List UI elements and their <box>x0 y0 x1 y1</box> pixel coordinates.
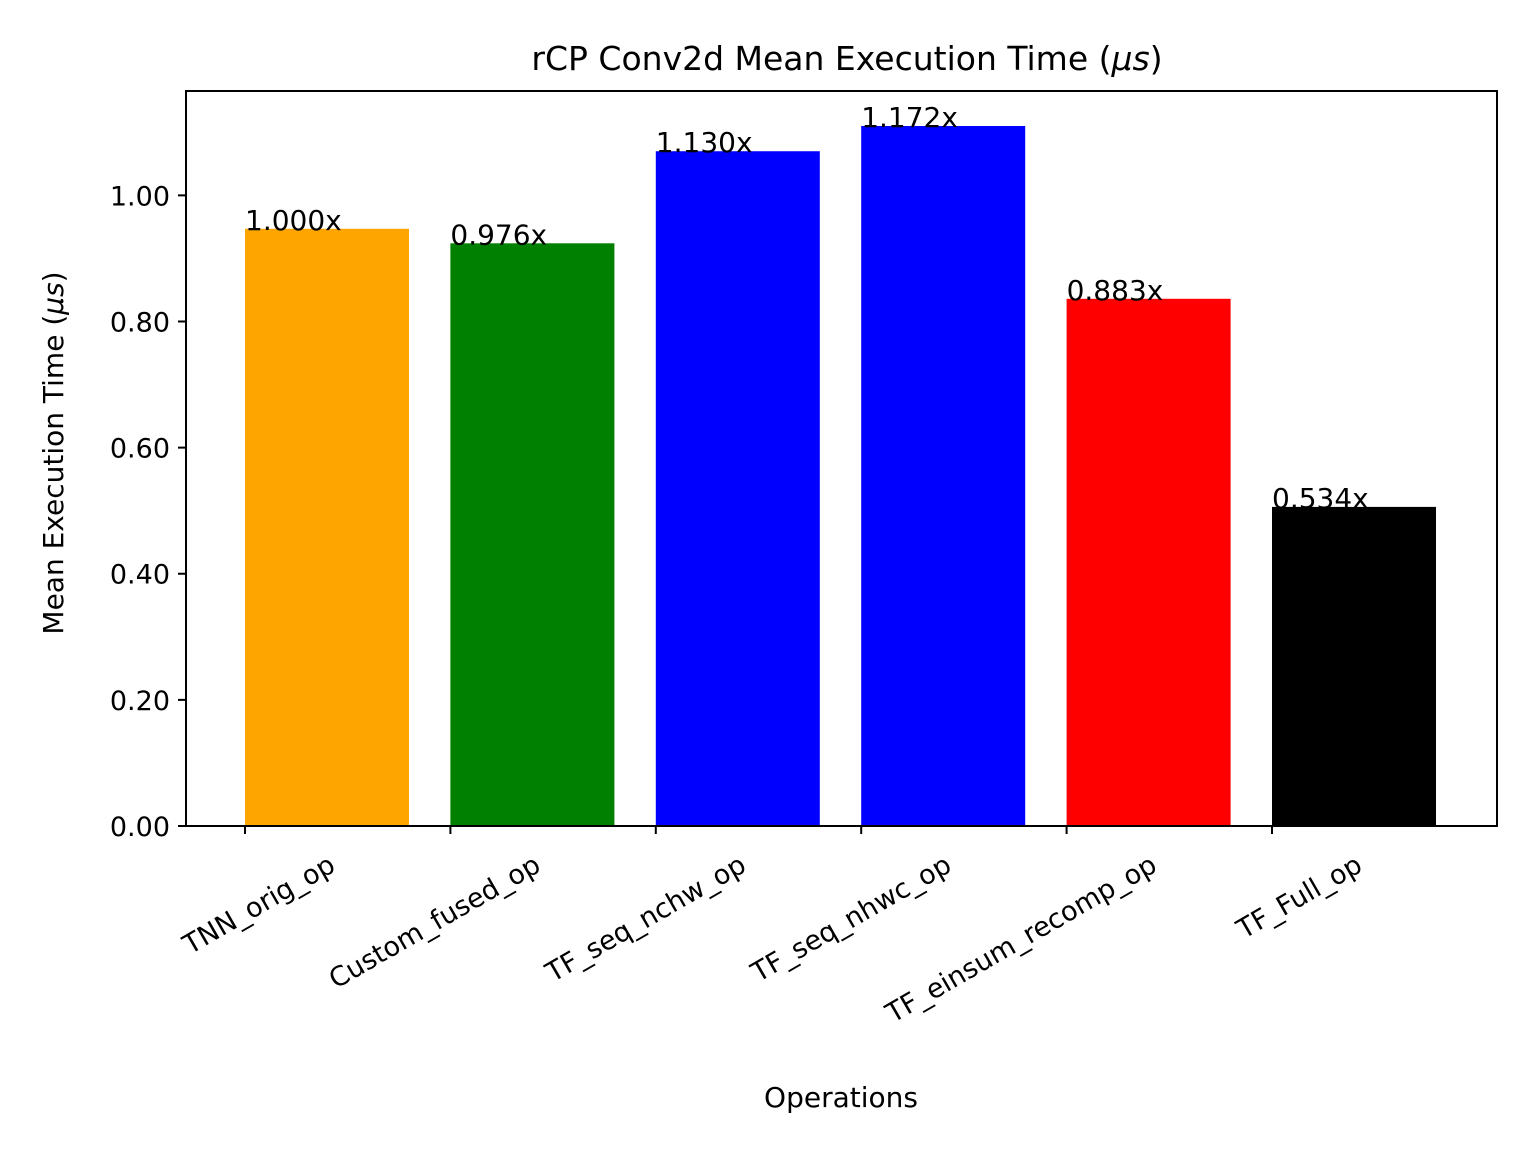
y-axis-label-main: Mean Execution Time ( <box>37 315 70 635</box>
y-tick-label: 0.20 <box>110 686 170 717</box>
y-axis-label-close: ) <box>37 271 70 282</box>
y-axis: 0.00 0.20 0.40 0.60 0.80 1.00 <box>110 181 186 843</box>
y-tick-label: 0.60 <box>110 434 170 465</box>
bar-value-label: 1.172x <box>861 101 958 134</box>
bars-group <box>245 126 1436 826</box>
bar-TF_seq_nchw_op <box>655 151 820 826</box>
y-tick-label: 0.80 <box>110 307 170 338</box>
bar-value-label: 1.130x <box>656 126 753 159</box>
chart-title-close: ) <box>1150 39 1163 78</box>
x-tick-label: TF_seq_nhwc_op <box>745 849 956 989</box>
bar-value-label: 0.976x <box>450 218 547 251</box>
y-axis-label-unit: μs <box>37 282 70 315</box>
y-tick-label: 1.00 <box>110 181 170 212</box>
bar-TF_Full_op <box>1272 506 1436 826</box>
x-tick-label: TF_Full_op <box>1231 849 1368 946</box>
chart-title-main: rCP Conv2d Mean Execution Time ( <box>531 39 1111 78</box>
x-tick-label: Custom_fused_op <box>324 849 546 995</box>
bar-value-label: 0.534x <box>1272 482 1369 515</box>
x-tick-label: TF_seq_nchw_op <box>540 849 751 989</box>
x-axis: TNN_orig_opCustom_fused_opTF_seq_nchw_op… <box>177 826 1368 1030</box>
y-axis-label: Mean Execution Time (μs) <box>37 271 70 634</box>
bar-value-label: 0.883x <box>1067 274 1164 307</box>
bar-TNN_orig_op <box>245 228 409 826</box>
chart-title-unit: μs <box>1110 39 1149 78</box>
y-tick-label: 0.40 <box>110 560 170 591</box>
bar-TF_seq_nhwc_op <box>861 126 1026 826</box>
bar-value-label: 1.000x <box>245 204 342 237</box>
chart-title: rCP Conv2d Mean Execution Time (μs) <box>531 39 1162 78</box>
bar-TF_einsum_recomp_op <box>1066 298 1231 826</box>
y-tick-label: 0.00 <box>110 812 170 843</box>
bar-labels-group: 1.000x 0.976x 1.130x 1.172x 0.883x 0.534x <box>245 101 1369 515</box>
plot-frame <box>185 90 1498 827</box>
x-axis-label: Operations <box>764 1081 918 1114</box>
bar-Custom_fused_op <box>450 243 615 826</box>
x-tick-label: TNN_orig_op <box>177 849 340 961</box>
